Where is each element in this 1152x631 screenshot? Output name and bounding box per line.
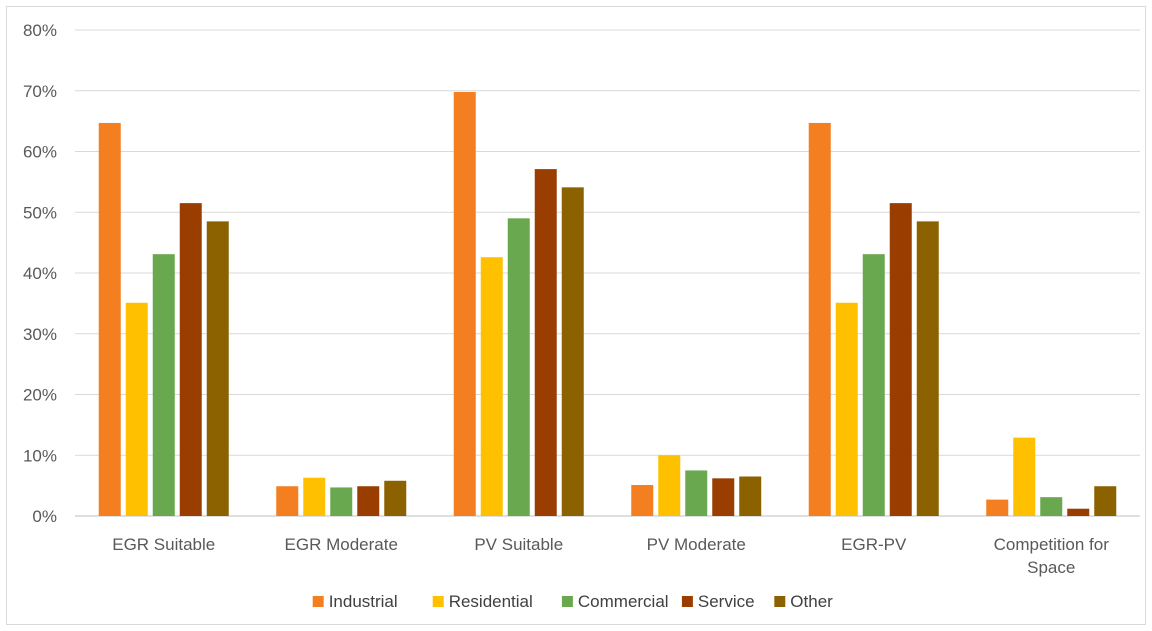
x-tick-label: Space — [1027, 558, 1075, 577]
legend-swatch — [681, 596, 693, 607]
y-tick-label: 30% — [23, 325, 57, 344]
y-tick-label: 0% — [32, 507, 57, 526]
bar-residential — [125, 302, 148, 516]
bar-residential — [1013, 437, 1036, 516]
y-tick-label: 10% — [23, 446, 57, 465]
bar-other — [206, 221, 229, 517]
bar-industrial — [276, 486, 299, 516]
legend-swatch — [312, 596, 324, 607]
bar-industrial — [631, 485, 654, 516]
bar-commercial — [685, 470, 708, 516]
bar-service — [1067, 508, 1090, 516]
y-tick-label: 70% — [23, 82, 57, 101]
legend-swatch — [432, 596, 444, 607]
legend-label: Other — [790, 592, 833, 611]
bar-commercial — [507, 218, 530, 516]
bar-residential — [303, 477, 326, 516]
bar-service — [357, 486, 380, 516]
x-tick-label: EGR Moderate — [285, 535, 398, 554]
y-tick-label: 20% — [23, 386, 57, 405]
bar-commercial — [152, 254, 175, 517]
bar-industrial — [98, 122, 121, 516]
legend-swatch — [774, 596, 786, 607]
bar-residential — [658, 455, 681, 516]
bar-commercial — [330, 487, 353, 516]
bar-residential — [835, 302, 858, 516]
bar-service — [534, 169, 557, 516]
bar-other — [739, 476, 762, 516]
bar-industrial — [808, 122, 831, 516]
legend-label: Service — [698, 592, 755, 611]
bar-service — [712, 478, 735, 516]
legend-label: Industrial — [329, 592, 398, 611]
bar-industrial — [453, 91, 476, 516]
bar-other — [916, 221, 939, 517]
bar-other — [384, 480, 407, 516]
x-tick-label: EGR Suitable — [112, 535, 215, 554]
bar-industrial — [986, 499, 1009, 516]
bar-service — [889, 203, 912, 516]
y-tick-label: 80% — [23, 21, 57, 40]
y-tick-label: 60% — [23, 143, 57, 162]
bar-other — [561, 187, 584, 516]
x-tick-label: Competition for — [994, 535, 1110, 554]
x-tick-label: EGR-PV — [841, 535, 907, 554]
legend-swatch — [561, 596, 573, 607]
bar-residential — [480, 257, 503, 516]
bar-commercial — [862, 254, 885, 517]
bar-commercial — [1040, 497, 1063, 516]
bar-service — [179, 203, 202, 516]
bar-other — [1094, 486, 1117, 516]
y-tick-label: 50% — [23, 203, 57, 222]
legend-label: Residential — [449, 592, 533, 611]
x-tick-label: PV Suitable — [474, 535, 563, 554]
legend-label: Commercial — [578, 592, 669, 611]
y-tick-label: 40% — [23, 264, 57, 283]
x-tick-label: PV Moderate — [647, 535, 746, 554]
